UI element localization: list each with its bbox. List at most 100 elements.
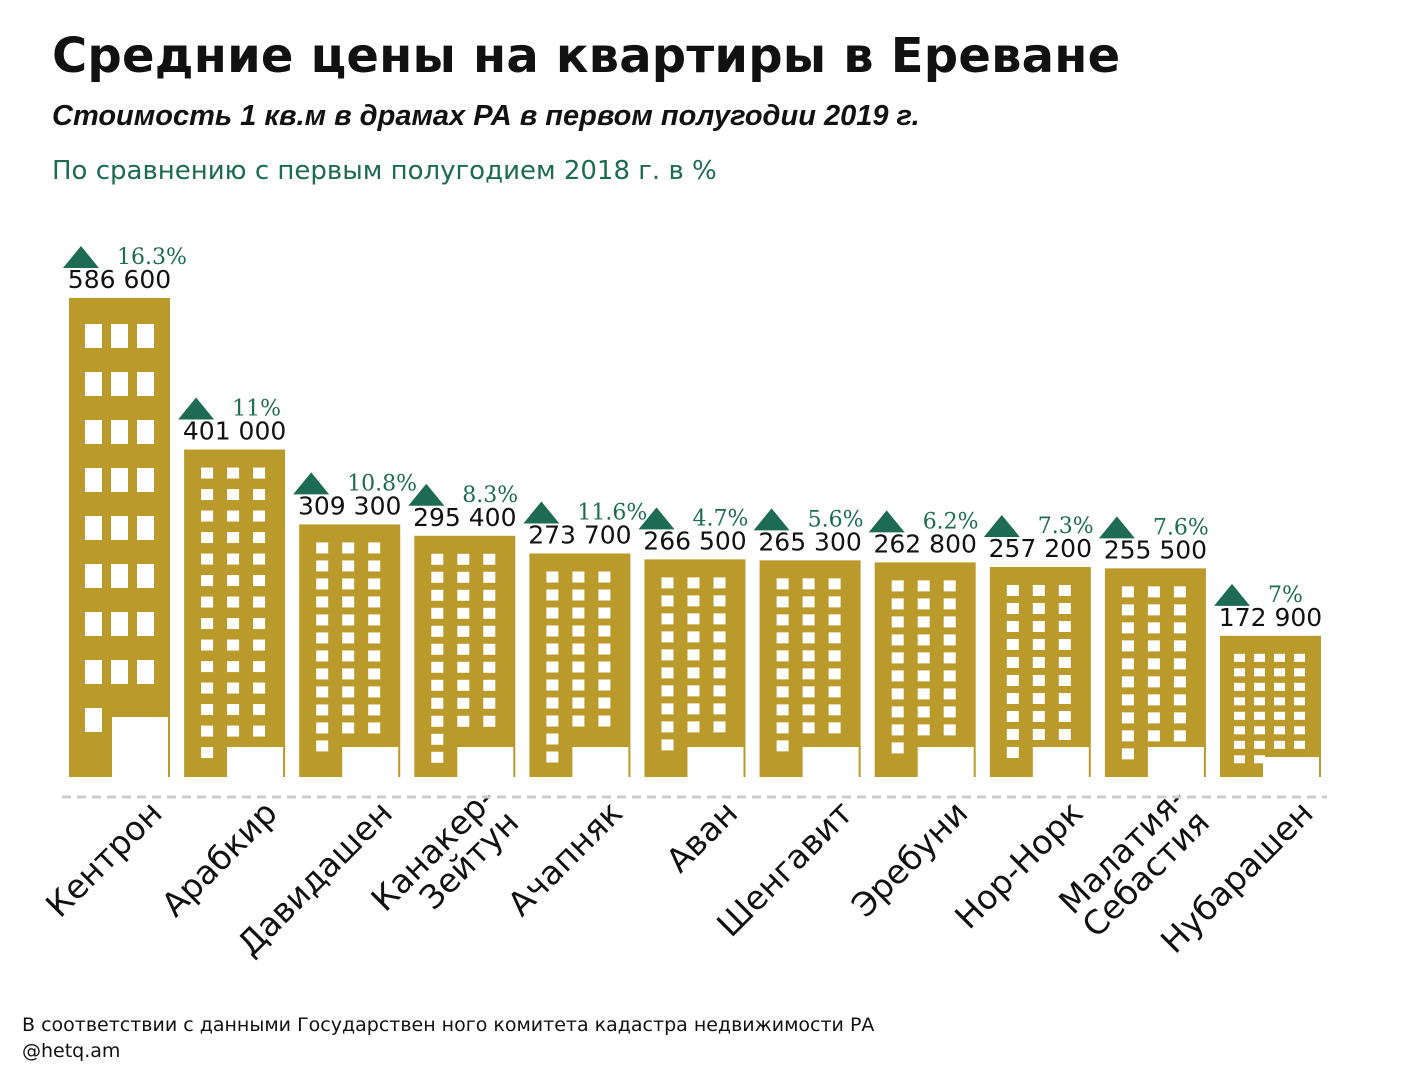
bar-window	[828, 650, 841, 662]
bar-window	[201, 596, 214, 608]
bar-window	[917, 598, 930, 610]
bar-window	[1147, 676, 1160, 688]
bar-door	[227, 747, 284, 777]
bar-window	[1121, 640, 1134, 652]
bar-window	[1294, 726, 1305, 735]
bar-window	[1121, 586, 1134, 598]
bar-window	[457, 679, 470, 691]
bar-window	[1006, 584, 1019, 596]
bar	[874, 562, 976, 777]
bar-window	[572, 661, 585, 673]
bar	[184, 449, 286, 777]
bar-window	[1294, 697, 1305, 706]
bar-window	[891, 652, 904, 664]
bar-window	[483, 661, 496, 673]
bar-window	[457, 607, 470, 619]
category-label-line: Кентрон	[38, 793, 170, 925]
bar-window	[572, 715, 585, 727]
bar-window	[776, 614, 789, 626]
bar-window	[776, 596, 789, 608]
value-label: 255 500	[1104, 535, 1207, 564]
bar-window	[687, 703, 700, 715]
bar-window	[368, 722, 381, 734]
bar-window	[201, 489, 214, 501]
bar-window	[598, 715, 611, 727]
bar-window	[1274, 711, 1285, 720]
change-label: 7%	[1268, 583, 1303, 608]
bar-window	[201, 553, 214, 565]
bar-window	[943, 652, 956, 664]
bar-window	[713, 577, 726, 589]
triangle-up-icon	[983, 514, 1020, 537]
bar-window	[546, 661, 559, 673]
bar-window	[1006, 746, 1019, 758]
bar-window	[661, 649, 674, 661]
bar-window	[316, 722, 329, 734]
bar-window	[828, 704, 841, 716]
bar-window	[227, 489, 240, 501]
bar-window	[1058, 692, 1071, 704]
bar-window	[661, 703, 674, 715]
bar-window	[1147, 658, 1160, 670]
bar-window	[316, 704, 329, 716]
bar-window	[201, 747, 214, 759]
bar-window	[1058, 710, 1071, 722]
bar-window	[1254, 697, 1265, 706]
bar-door	[802, 747, 859, 777]
bar-window	[598, 643, 611, 655]
bar-window	[891, 706, 904, 718]
bar-window	[111, 324, 128, 348]
bar-window	[431, 697, 444, 709]
bar-window	[1121, 676, 1134, 688]
bar-window	[917, 652, 930, 664]
bar-window	[483, 625, 496, 637]
bar-window	[776, 578, 789, 590]
bar-window	[598, 697, 611, 709]
bar-window	[483, 643, 496, 655]
bar-window	[457, 625, 470, 637]
bar-window	[1274, 653, 1285, 662]
bar-window	[802, 578, 815, 590]
value-label: 586 600	[68, 265, 171, 294]
bar-window	[457, 697, 470, 709]
bar-door	[1032, 747, 1089, 777]
bar-door	[917, 747, 974, 777]
bar-window	[1234, 682, 1245, 691]
bar-window	[1254, 740, 1265, 749]
bar-window	[1254, 682, 1265, 691]
change-label: 7.3%	[1038, 514, 1094, 539]
bar-window	[1032, 710, 1045, 722]
bar-window	[368, 614, 381, 626]
bar-window	[1006, 710, 1019, 722]
bar-window	[1234, 697, 1245, 706]
bar-window	[111, 468, 128, 492]
bar-window	[1254, 711, 1265, 720]
bar-window	[1121, 658, 1134, 670]
bar-window	[1032, 602, 1045, 614]
bar-window	[687, 649, 700, 661]
chart-title: Средние цены на квартиры в Ереване	[52, 28, 1121, 84]
category-label-line: Аван	[658, 793, 745, 880]
bar-window	[687, 595, 700, 607]
bar-window	[1058, 656, 1071, 668]
bar-window	[546, 607, 559, 619]
bar-window	[943, 580, 956, 592]
bar-door	[1263, 757, 1319, 777]
bar-window	[111, 612, 128, 636]
bar-window	[137, 420, 154, 444]
bar-window	[546, 733, 559, 745]
bar-window	[1147, 604, 1160, 616]
bar-window	[1058, 584, 1071, 596]
bar-window	[431, 625, 444, 637]
bar-window	[342, 722, 355, 734]
bar-window	[483, 697, 496, 709]
bar-window	[1006, 620, 1019, 632]
change-label: 11%	[232, 397, 281, 422]
value-label: 172 900	[1219, 603, 1322, 632]
bar-window	[368, 578, 381, 590]
bar-window	[598, 571, 611, 583]
bar-window	[917, 670, 930, 682]
bar-window	[342, 632, 355, 644]
